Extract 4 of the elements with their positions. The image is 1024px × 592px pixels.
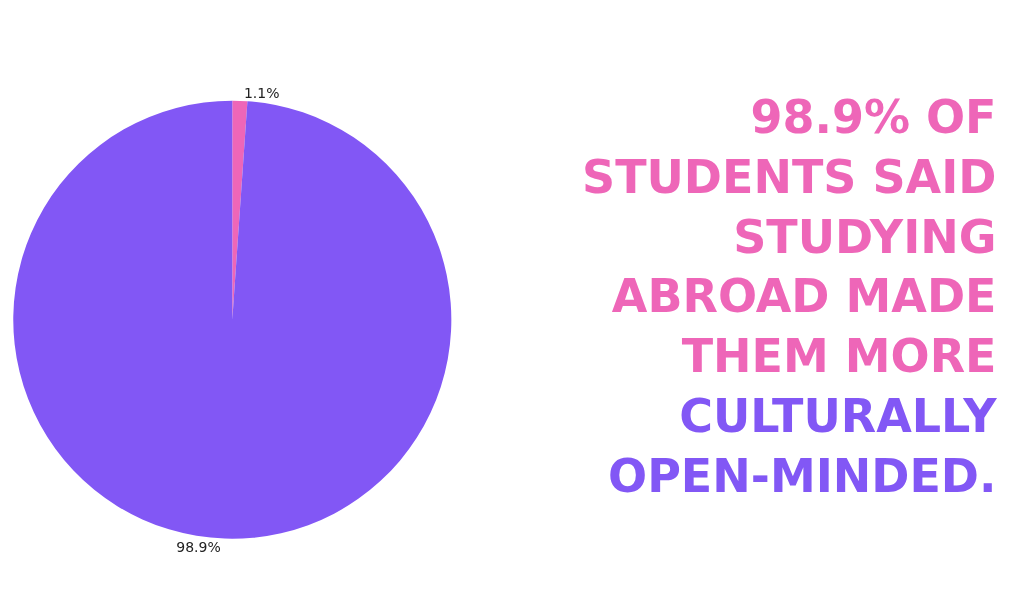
text: 98.9% OF STUDENTS SAID STUDYING ABROAD MADE THEM MORE bbox=[582, 90, 997, 384]
data-label: 98.9% bbox=[176, 538, 221, 555]
text: CULTURALLY OPEN-MINDED. bbox=[608, 389, 998, 503]
data-label: 1.1% bbox=[243, 84, 280, 101]
